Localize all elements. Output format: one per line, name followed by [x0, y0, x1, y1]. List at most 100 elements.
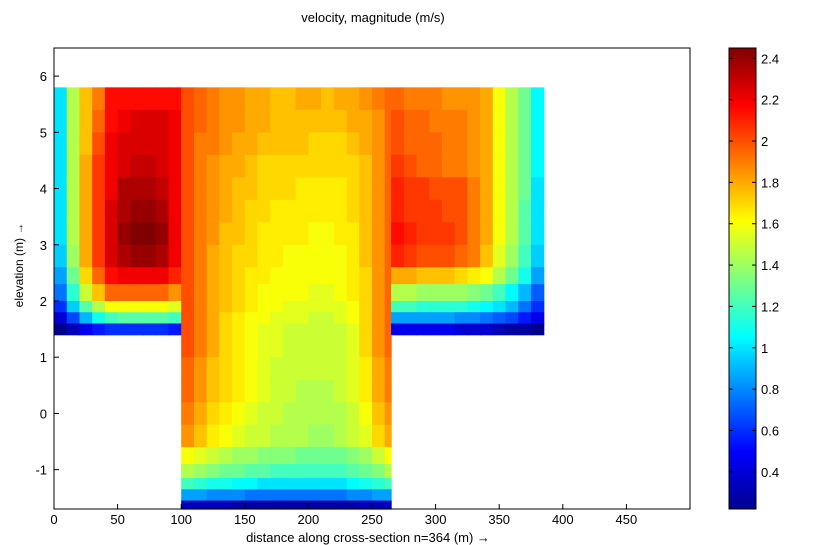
heatmap-cell	[79, 177, 93, 201]
heatmap-cell	[308, 478, 322, 490]
heatmap-cell	[333, 284, 348, 302]
heatmap-cell	[372, 222, 386, 246]
heatmap-cell	[54, 244, 68, 268]
heatmap-cell	[117, 267, 131, 285]
heatmap-cell	[429, 323, 443, 336]
heatmap-cell	[219, 424, 233, 448]
heatmap-cell	[155, 177, 170, 201]
heatmap-cell	[206, 222, 220, 246]
heatmap-cell	[54, 87, 68, 111]
heatmap-cell	[117, 222, 131, 246]
heatmap-cell	[492, 244, 507, 268]
heatmap-cell	[181, 109, 195, 133]
heatmap-cell	[454, 177, 468, 201]
heatmap-cell	[282, 424, 297, 448]
heatmap-cell	[359, 447, 373, 465]
heatmap-cell	[193, 244, 208, 268]
heatmap-cell	[257, 379, 271, 403]
heatmap-cell	[130, 244, 144, 268]
heatmap-cell	[308, 334, 322, 358]
heatmap-cell	[206, 177, 220, 201]
heatmap-cell	[467, 312, 481, 325]
heatmap-cell	[391, 222, 405, 246]
heatmap-cell	[117, 323, 131, 336]
heatmap-cell	[480, 177, 494, 201]
heatmap-cell	[518, 199, 532, 223]
heatmap-cell	[54, 154, 68, 178]
heatmap-cell	[295, 284, 309, 302]
heatmap-cell	[308, 132, 322, 156]
heatmap-cell	[232, 244, 246, 268]
heatmap-cell	[531, 284, 545, 302]
heatmap-cell	[346, 500, 360, 510]
heatmap-cell	[429, 244, 443, 268]
heatmap-cell	[321, 222, 335, 246]
heatmap-cell	[193, 199, 208, 223]
heatmap-cell	[416, 300, 430, 313]
heatmap-cell	[117, 87, 131, 111]
heatmap-cell	[155, 154, 170, 178]
heatmap-cell	[92, 300, 106, 313]
heatmap-cell	[346, 267, 360, 285]
heatmap-cell	[346, 478, 360, 490]
heatmap-cell	[346, 424, 360, 448]
heatmap-cell	[391, 312, 405, 325]
heatmap-cell	[66, 284, 81, 302]
heatmap-cell	[308, 464, 322, 479]
heatmap-cell	[244, 500, 259, 510]
heatmap-cell	[181, 379, 195, 403]
x-tick-label: 400	[552, 512, 574, 527]
heatmap-cell	[467, 87, 481, 111]
heatmap-cell	[531, 312, 545, 325]
heatmap-cell	[346, 222, 360, 246]
heatmap-cell	[181, 323, 195, 336]
y-axis-label: elevation (m) →	[12, 223, 26, 308]
heatmap-cell	[359, 424, 373, 448]
heatmap-cell	[244, 300, 259, 313]
heatmap-cell	[206, 154, 220, 178]
heatmap-cell	[206, 109, 220, 133]
heatmap-cell	[333, 154, 348, 178]
heatmap-cell	[441, 222, 456, 246]
heatmap-cell	[441, 199, 456, 223]
heatmap-cell	[104, 284, 119, 302]
heatmap-cell	[155, 312, 170, 325]
heatmap-cell	[531, 154, 545, 178]
heatmap-cell	[143, 323, 157, 336]
heatmap-cell	[295, 109, 309, 133]
heatmap-cell	[346, 132, 360, 156]
heatmap-cell	[232, 284, 246, 302]
heatmap-cell	[206, 424, 220, 448]
heatmap-cell	[372, 109, 386, 133]
heatmap-cell	[104, 222, 119, 246]
heatmap-cell	[219, 154, 233, 178]
heatmap-cell	[480, 323, 494, 336]
heatmap-cell	[492, 199, 507, 223]
heatmap-cell	[454, 109, 468, 133]
heatmap-cell	[219, 222, 233, 246]
heatmap-cell	[54, 132, 68, 156]
x-tick-label: 100	[170, 512, 192, 527]
heatmap-cell	[518, 300, 532, 313]
heatmap-cell	[346, 177, 360, 201]
heatmap-cell	[79, 312, 93, 325]
heatmap-cell	[155, 284, 170, 302]
colorbar-ticks: 0.4 0.6 0.8 1 1.2 1.4 1.6 1.8 2 2.2 2.4	[729, 51, 779, 480]
heatmap-cell	[257, 87, 271, 111]
heatmap-cell	[372, 323, 386, 336]
x-tick-label: 0	[50, 512, 57, 527]
heatmap-cell	[257, 447, 271, 465]
heatmap-cell	[467, 267, 481, 285]
heatmap-cell	[308, 244, 322, 268]
heatmap-cell	[454, 244, 468, 268]
heatmap-cell	[505, 284, 519, 302]
heatmap-cell	[391, 87, 405, 111]
heatmap-cell	[518, 87, 532, 111]
heatmap-cell	[391, 199, 405, 223]
heatmap-cell	[372, 312, 386, 325]
heatmap-cell	[181, 334, 195, 358]
heatmap-cell	[403, 323, 418, 336]
heatmap-cell	[206, 357, 220, 381]
heatmap-cell	[206, 284, 220, 302]
heatmap-cell	[429, 109, 443, 133]
